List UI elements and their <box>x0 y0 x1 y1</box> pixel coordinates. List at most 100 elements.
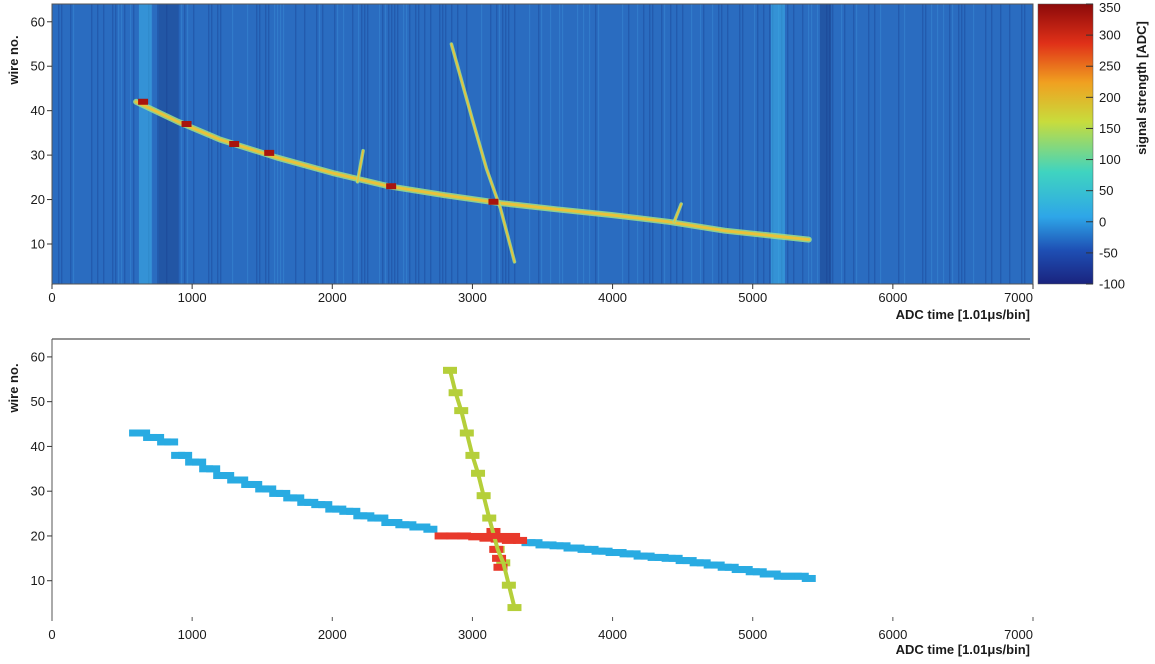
noise-stripe <box>949 4 951 284</box>
x-tick-label: 5000 <box>738 627 767 642</box>
hit-segment <box>360 512 375 520</box>
x-tick-label: 3000 <box>458 290 487 305</box>
noise-stripe <box>361 4 363 284</box>
signal-tracks <box>133 42 812 264</box>
hit-segment <box>654 553 669 561</box>
noise-stripe <box>184 4 186 284</box>
noise-stripe <box>208 4 210 284</box>
y-tick-label: 20 <box>31 528 45 543</box>
noise-stripe <box>316 4 318 284</box>
hit-segment <box>598 547 613 555</box>
y-axis-ticks: 10 20 30 40 50 60 <box>31 14 52 252</box>
y-tick-label: 40 <box>31 103 45 118</box>
y-tick-label: 50 <box>31 59 45 74</box>
noise-stripe <box>922 4 924 284</box>
heatmap-background <box>52 4 1033 284</box>
noise-stripe <box>337 4 339 284</box>
hit-segment <box>192 458 207 466</box>
noise-stripe <box>457 4 459 284</box>
noise-stripe <box>508 4 510 284</box>
noise-stripe <box>562 4 564 284</box>
hit-segment <box>542 541 557 549</box>
noise-stripe <box>1000 4 1002 284</box>
hit-segment <box>612 549 627 557</box>
colorbar-tick-label: 200 <box>1099 90 1121 105</box>
hot-spot <box>488 198 499 205</box>
noise-stripe <box>880 4 882 284</box>
noise-stripe <box>280 4 282 284</box>
noise-stripe <box>322 4 324 284</box>
noise-stripe <box>418 4 420 284</box>
noise-stripe <box>991 4 993 284</box>
noise-stripe <box>256 4 258 284</box>
noise-stripe <box>445 4 447 284</box>
noise-stripe <box>529 4 531 284</box>
colorbar-gradient <box>1037 3 1094 285</box>
hit-segment <box>276 489 291 497</box>
y-tick-label: 10 <box>31 573 45 588</box>
noise-stripe <box>763 4 765 284</box>
x-tick-label: 2000 <box>318 627 347 642</box>
noise-stripe <box>856 4 858 284</box>
hit-segment <box>164 438 179 446</box>
noise-stripe <box>424 4 426 284</box>
colorbar-tick-label: 350 <box>1099 0 1121 15</box>
noise-stripe <box>1009 4 1011 284</box>
noise-stripe <box>211 4 213 284</box>
noise-stripe <box>247 4 249 284</box>
noise-stripe <box>712 4 714 284</box>
y-axis-label: wire no. <box>6 35 21 85</box>
colorbar-tick-label: 250 <box>1099 59 1121 74</box>
noise-stripe <box>874 4 876 284</box>
track-core <box>356 149 364 183</box>
noise-stripe <box>985 4 987 284</box>
noise-stripe <box>403 4 405 284</box>
noise-stripe <box>394 4 396 284</box>
colorbar-tick-label: -100 <box>1099 277 1125 292</box>
y-tick-label: 40 <box>31 439 45 454</box>
hit-segment <box>752 568 767 576</box>
x-axis-label: ADC time [1.01μs/bin] <box>896 642 1030 657</box>
noise-stripe <box>259 4 261 284</box>
noise-stripe <box>559 4 561 284</box>
noise-stripe <box>304 4 306 284</box>
noise-stripe <box>931 4 933 284</box>
hit-segment <box>332 505 347 513</box>
hot-spot <box>264 149 275 156</box>
colorbar-label: signal strength [ADC] <box>1134 21 1149 155</box>
noise-stripe <box>1021 4 1023 284</box>
noise-stripe <box>268 4 270 284</box>
noise-stripe <box>58 4 60 284</box>
noise-stripe <box>952 4 954 284</box>
noise-stripe <box>118 4 120 284</box>
hot-spot <box>138 98 149 105</box>
noise-stripe <box>595 4 597 284</box>
hit-cluster <box>493 563 508 571</box>
hot-spot <box>386 183 397 190</box>
hit-segment <box>290 494 305 502</box>
y-axis-label: wire no. <box>6 363 21 413</box>
hit-segment <box>570 544 585 552</box>
bright-wire-band <box>138 4 152 284</box>
colorbar-ticks: 350 300 250 200 150 100 50 0 -50 -100 <box>1086 0 1125 292</box>
y-tick-label: 20 <box>31 192 45 207</box>
noise-stripe <box>91 4 93 284</box>
noise-stripe <box>358 4 360 284</box>
colorbar-tick-label: 0 <box>1099 214 1106 229</box>
hit-segment <box>626 550 641 558</box>
noise-stripe <box>442 4 444 284</box>
noise-stripe <box>364 4 366 284</box>
noise-stripe <box>112 4 114 284</box>
hit-segment <box>206 465 221 473</box>
colorbar: 350 300 250 200 150 100 50 0 -50 -100 signal stre… <box>1037 0 1149 292</box>
y-tick-label: 60 <box>31 349 45 364</box>
noise-stripe <box>481 4 483 284</box>
hot-spot <box>229 141 240 147</box>
noise-stripe <box>187 4 189 284</box>
noise-stripe <box>664 4 666 284</box>
y-tick-label: 30 <box>31 484 45 499</box>
noise-stripe <box>220 4 222 284</box>
hit-cluster <box>513 536 528 544</box>
noise-stripe <box>217 4 219 284</box>
noise-stripe <box>115 4 117 284</box>
